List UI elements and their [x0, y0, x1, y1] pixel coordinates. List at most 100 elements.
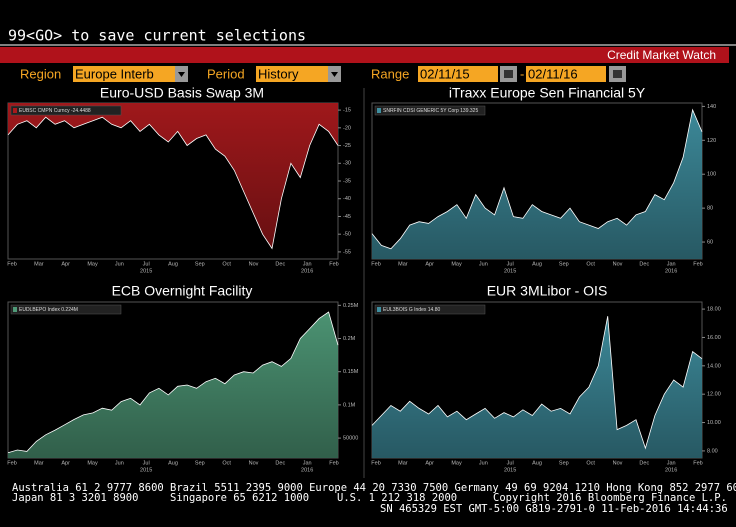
x-tick-label: Oct [586, 261, 595, 267]
legend-box [10, 304, 122, 315]
y-tick-label: -15 [343, 108, 351, 114]
x-tick-label: Dec [275, 261, 285, 267]
legend-label: EUDLBEPO Index 0.224M [19, 307, 78, 313]
x-tick-label: Mar [398, 460, 408, 466]
x-tick-label: Feb [7, 261, 16, 267]
y-tick-label: 12.00 [707, 392, 721, 398]
x-tick-label: Jul [143, 460, 150, 466]
x-tick-label: Nov [613, 261, 623, 267]
footer-line: SN 465329 EST GMT-5:00 G819-2791-0 11-Fe… [380, 503, 728, 515]
year-label: 2016 [665, 268, 677, 274]
x-tick-label: Oct [222, 460, 231, 466]
x-tick-label: Apr [61, 261, 70, 267]
x-tick-label: Nov [249, 261, 259, 267]
footer-line: Copyright 2016 Bloomberg Finance L.P. [493, 492, 727, 504]
x-tick-label: Jan [303, 261, 312, 267]
legend-swatch [377, 108, 381, 113]
x-tick-label: Nov [613, 460, 623, 466]
x-tick-label: May [451, 261, 462, 267]
footer-line: Japan 81 3 3201 8900 [12, 492, 138, 504]
area-shade [8, 312, 338, 458]
x-tick-label: Feb [693, 261, 702, 267]
x-tick-label: Dec [275, 460, 285, 466]
region-label: Region [20, 66, 61, 81]
y-tick-label: 8.00 [707, 448, 718, 454]
dropdown-arrow [178, 72, 185, 77]
command-line[interactable]: 99<GO> to save current selections [8, 27, 306, 45]
x-tick-label: Jun [115, 460, 124, 466]
y-tick-label: -25 [343, 143, 351, 149]
x-tick-label: Oct [586, 460, 595, 466]
y-tick-label: 10.00 [707, 420, 721, 426]
x-tick-label: Feb [329, 460, 338, 466]
area-shade [372, 316, 702, 458]
line [7, 116, 339, 250]
start-date-field[interactable] [418, 66, 498, 82]
x-tick-label: Jan [667, 460, 676, 466]
chart-title: iTraxx Europe Sen Financial 5Y [449, 85, 646, 101]
x-tick-label: Oct [222, 261, 231, 267]
x-tick-label: Feb [329, 261, 338, 267]
year-label: 2015 [140, 268, 152, 274]
line [7, 311, 339, 454]
calendar-icon [504, 70, 513, 78]
line [371, 108, 703, 250]
end-date: 02/11/16 [528, 66, 578, 81]
x-tick-label: Feb [371, 261, 380, 267]
period-field[interactable] [256, 66, 328, 82]
x-tick-label: Jan [667, 261, 676, 267]
line [371, 316, 703, 450]
y-tick-label: -40 [343, 196, 351, 202]
x-tick-label: Aug [532, 261, 542, 267]
year-label: 2015 [504, 268, 516, 274]
x-tick-label: May [87, 460, 98, 466]
chart-title: ECB Overnight Facility [112, 283, 253, 299]
x-tick-label: Feb [371, 460, 380, 466]
y-tick-label: 0.1M [343, 402, 356, 408]
dropdown-arrow [331, 72, 338, 77]
x-tick-label: Sep [559, 261, 569, 267]
end-date-field[interactable] [526, 66, 606, 82]
y-tick-label: 0.15M [343, 369, 359, 375]
range-separator: - [520, 66, 524, 81]
legend-box [374, 304, 486, 315]
legend-swatch [13, 108, 17, 113]
chart-title: Euro-USD Basis Swap 3M [100, 85, 264, 101]
footer-line: U.S. 1 212 318 2000 [337, 492, 457, 504]
x-tick-label: Jun [479, 460, 488, 466]
region-field[interactable] [73, 66, 175, 82]
x-tick-label: Sep [195, 460, 205, 466]
x-tick-label: Apr [425, 261, 434, 267]
title-bar [0, 47, 729, 63]
y-tick-label: 0.2M [343, 336, 356, 342]
x-tick-label: Jul [507, 261, 514, 267]
x-tick-label: Aug [168, 261, 178, 267]
x-tick-label: Nov [249, 460, 259, 466]
range-label: Range [371, 66, 409, 81]
year-label: 2016 [301, 268, 313, 274]
x-tick-label: May [87, 261, 98, 267]
y-tick-label: -30 [343, 161, 351, 167]
x-tick-label: Dec [639, 460, 649, 466]
x-tick-label: Aug [532, 460, 542, 466]
y-tick-label: -35 [343, 178, 351, 184]
x-tick-label: Aug [168, 460, 178, 466]
area-shade [372, 109, 702, 259]
x-tick-label: Jun [479, 261, 488, 267]
footer-line: Singapore 65 6212 1000 [170, 492, 309, 504]
x-tick-label: May [451, 460, 462, 466]
y-tick-label: 80 [707, 206, 713, 212]
y-tick-label: -20 [343, 125, 351, 131]
chart-title: EUR 3MLibor - OIS [487, 283, 608, 299]
screen-title: Credit Market Watch [607, 48, 716, 62]
y-tick-label: -55 [343, 249, 351, 255]
year-label: 2015 [140, 467, 152, 473]
year-label: 2015 [504, 467, 516, 473]
area-shade [8, 103, 338, 249]
x-tick-label: Sep [559, 460, 569, 466]
y-tick-label: 140 [707, 104, 716, 110]
x-tick-label: Mar [34, 261, 44, 267]
legend-swatch [13, 307, 17, 312]
